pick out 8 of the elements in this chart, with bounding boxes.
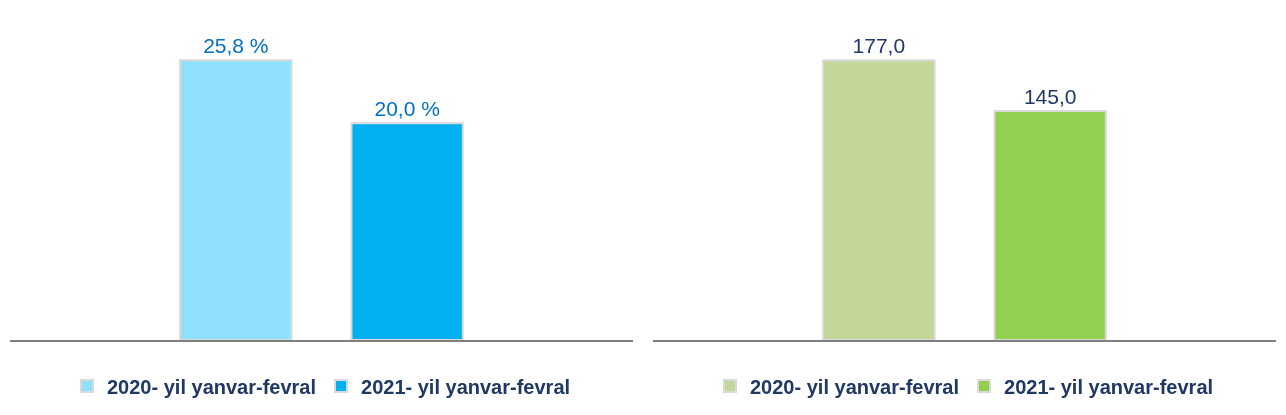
data-label: 20,0 % xyxy=(374,97,440,121)
data-label: 145,0 xyxy=(1023,84,1077,108)
data-label: 25,8 % xyxy=(203,34,269,58)
data-label: 177,0 xyxy=(852,34,906,58)
legend-label: 2021- yil yanvar-fevral xyxy=(361,375,571,398)
legend-label: 2020- yil yanvar-fevral xyxy=(750,375,960,398)
legend-label: 2021- yil yanvar-fevral xyxy=(1004,375,1214,398)
legend-label: 2020- yil yanvar-fevral xyxy=(107,375,317,398)
